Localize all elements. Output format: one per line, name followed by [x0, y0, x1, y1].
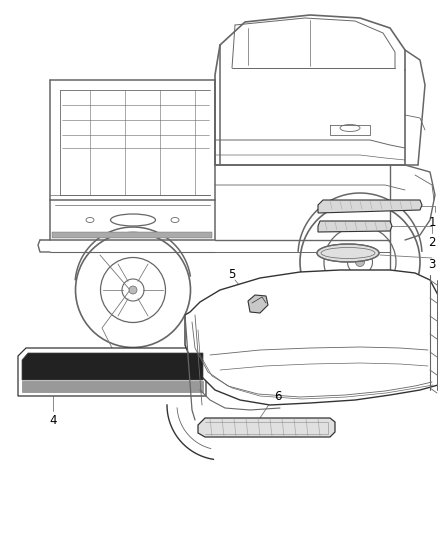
- Polygon shape: [198, 418, 335, 437]
- Polygon shape: [18, 348, 206, 396]
- Text: 2: 2: [428, 236, 436, 248]
- Polygon shape: [248, 295, 268, 313]
- Polygon shape: [22, 381, 203, 392]
- Polygon shape: [185, 270, 438, 405]
- Polygon shape: [318, 221, 392, 232]
- Polygon shape: [22, 353, 203, 380]
- Polygon shape: [318, 200, 422, 213]
- Bar: [52, 232, 212, 238]
- Text: 3: 3: [428, 257, 436, 271]
- Ellipse shape: [356, 257, 364, 266]
- Text: 6: 6: [274, 390, 282, 402]
- Ellipse shape: [129, 286, 137, 294]
- Text: 5: 5: [228, 268, 236, 280]
- Text: 4: 4: [49, 414, 57, 426]
- Ellipse shape: [317, 244, 379, 262]
- Text: 1: 1: [428, 215, 436, 229]
